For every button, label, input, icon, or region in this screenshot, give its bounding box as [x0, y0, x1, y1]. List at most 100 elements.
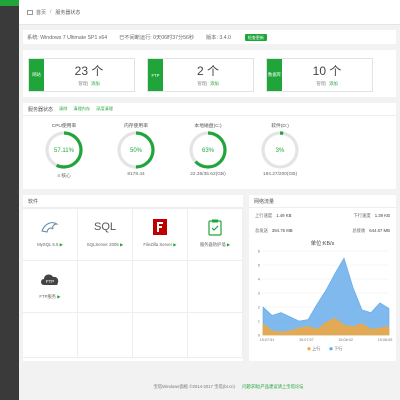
gauge-subtext: 4 核心 — [57, 174, 71, 179]
legend-marker — [329, 347, 333, 351]
gauge-ring: 57.11% — [45, 131, 83, 169]
server-status-title: 服务器状态 — [28, 106, 54, 113]
traffic-panel: 网络流量 上行速度 1.49 KB 下行速度 1.39 KB 总发送 394.75 M… — [249, 195, 396, 361]
gauge-arc — [261, 131, 299, 169]
y-tick-label: 6 — [258, 249, 261, 254]
legend-label[interactable]: 上行 — [312, 345, 320, 352]
software-item-filezilla[interactable]: FileZilla Server ▶ — [133, 209, 188, 261]
software-empty-cell — [133, 261, 188, 313]
breadcrumb-home[interactable]: 首页 — [36, 9, 47, 16]
ftp-cloud-icon: FTP — [23, 268, 77, 290]
gauge-label: CPU使用率 — [51, 124, 77, 129]
gauge-value: 3% — [276, 148, 285, 154]
software-item-firewall[interactable]: 服务器防护墙 ▶ — [188, 209, 243, 261]
clear-memory-link[interactable]: 清理内存 — [73, 106, 91, 111]
deep-clean-link[interactable]: 深度清理 — [96, 106, 113, 111]
software-name: SQLServer 2005 — [86, 242, 119, 247]
gauge-label: 软件(D:) — [271, 124, 289, 129]
uptime-info: 已不间断运行: 0天06时37分56秒 — [119, 34, 195, 41]
clear-link[interactable]: 清除 — [59, 106, 68, 111]
software-empty-cell — [188, 313, 243, 358]
footer-copyright: 宝塔Windows面板 ©2014-2017 宝塔(bt.cn) — [153, 384, 236, 389]
gauge-ring: 50% — [117, 131, 155, 169]
software-name: FTP服务 — [39, 294, 57, 299]
check-update-button[interactable]: 检查更新 — [244, 33, 267, 41]
breadcrumb-current: 服务器状态 — [55, 9, 81, 16]
traffic-title: 网络流量 — [254, 198, 275, 205]
software-item-ftp[interactable]: FTP FTP服务 ▶ — [23, 261, 78, 313]
upload-speed: 上行速度 1.49 KB — [255, 213, 292, 218]
gauge-value: 50% — [130, 148, 143, 154]
series-area-download — [262, 257, 390, 336]
software-empty-cell — [78, 313, 133, 358]
gauge-arc — [45, 131, 83, 169]
ftp-manage-link[interactable]: 管理 — [197, 81, 206, 86]
software-empty-cell — [188, 261, 243, 313]
y-tick-label: 4 — [258, 277, 261, 282]
y-tick-label: 2 — [258, 305, 261, 310]
software-empty-cell — [133, 313, 188, 358]
footer-forum-link[interactable]: 问题求助|产品建议请上宝塔论坛 — [242, 384, 304, 389]
site-card: 网站 23 个 管理| 添加 — [28, 58, 135, 92]
software-item-mysql[interactable]: MySQL 5.5 ▶ — [23, 209, 78, 261]
gauge-item: 内存使用率 50% 8178.44 — [111, 122, 161, 179]
gauge-item: CPU使用率 57.11% 4 核心 — [39, 122, 89, 179]
database-count: 10 个 — [312, 64, 342, 78]
x-tick-label: 15:08:05 — [378, 338, 393, 342]
ftp-card: FTP 2 个 管理| 添加 — [147, 58, 254, 92]
software-item-sqlserver[interactable]: SQL SQLServer 2005 ▶ — [78, 209, 133, 261]
x-tick-label: 15:07:51 — [260, 338, 275, 342]
database-add-link[interactable]: 添加 — [329, 81, 338, 86]
gauge-subtext: 8178.44 — [127, 172, 145, 177]
version-info: 版本: 3.4.0 检查更新 — [206, 33, 279, 41]
system-info-bar: 系统: Windows 7 Ultimate SP1 x64 已不间断运行: 0… — [23, 30, 396, 44]
mysql-dolphin-icon — [23, 216, 77, 238]
sidebar-logo — [0, 0, 19, 6]
database-card-tag: 数据库 — [267, 59, 282, 91]
download-speed: 下行速度 1.39 KB — [353, 213, 390, 218]
gauge-ring: 3% — [261, 131, 299, 169]
y-tick-label: 3 — [258, 291, 261, 296]
gauge-arc — [189, 131, 227, 169]
software-title: 软件 — [28, 198, 39, 205]
x-tick-label: 15:07:57 — [299, 338, 314, 342]
gauge-value: 63% — [202, 148, 215, 154]
x-tick-label: 15:08:02 — [338, 338, 353, 342]
y-tick-label: 5 — [258, 263, 261, 268]
legend-label[interactable]: 下行 — [334, 345, 342, 352]
gauge-value: 57.11% — [54, 148, 75, 154]
firewall-icon — [188, 216, 242, 238]
software-empty-cell — [23, 313, 78, 358]
ftp-count: 2 个 — [196, 64, 219, 78]
filezilla-icon — [133, 216, 187, 238]
y-tick-label: 0 — [258, 333, 261, 338]
software-grid: MySQL 5.5 ▶ SQL SQLServer 2005 ▶ FileZil… — [23, 208, 243, 358]
software-name: FileZilla Server — [143, 242, 173, 247]
ftp-card-tag: FTP — [148, 59, 163, 91]
home-icon[interactable] — [27, 9, 33, 15]
gauge-arc — [117, 131, 155, 169]
site-manage-link[interactable]: 管理 — [78, 81, 87, 86]
ftp-add-link[interactable]: 添加 — [210, 81, 219, 86]
gauge-item: 软件(D:) 3% 194.27/200(GB) — [255, 122, 305, 179]
gauge-label: 内存使用率 — [124, 124, 148, 129]
legend-marker — [307, 347, 311, 351]
database-card: 数据库 10 个 管理| 添加 — [266, 58, 373, 92]
chart-title: 单位:KB/s — [310, 241, 335, 247]
database-manage-link[interactable]: 管理 — [316, 81, 325, 86]
breadcrumb-separator: / — [50, 9, 52, 15]
os-info: 系统: Windows 7 Ultimate SP1 x64 — [27, 34, 108, 41]
traffic-chart: 0 1 2 3 4 5 6 15:07:51 15:07:57 15:08:02 15:08:05 上… — [258, 249, 393, 353]
server-status-panel: 服务器状态 清除 清理内存 深度清理 CPU使用率 57.11% 4 核心 内存使用率… — [23, 103, 396, 189]
site-count: 23 个 — [74, 64, 104, 78]
total-sent: 总发送 394.75 MB — [255, 228, 293, 233]
breadcrumb: 首页 / 服务器状态 — [19, 0, 400, 25]
main-content: 首页 / 服务器状态 系统: Windows 7 Ultimate SP1 x6… — [19, 0, 400, 400]
overview-cards: 网站 23 个 管理| 添加 FTP 2 个 管理| 添加 数据库 10 个 管理|… — [23, 50, 396, 97]
gauge-ring: 63% — [189, 131, 227, 169]
gauge-subtext: 194.27/200(GB) — [262, 172, 298, 177]
gauge-label: 本地磁盘(C:) — [194, 124, 222, 129]
series-area-upload — [262, 317, 390, 336]
site-add-link[interactable]: 添加 — [91, 81, 100, 86]
sidebar — [0, 0, 19, 400]
